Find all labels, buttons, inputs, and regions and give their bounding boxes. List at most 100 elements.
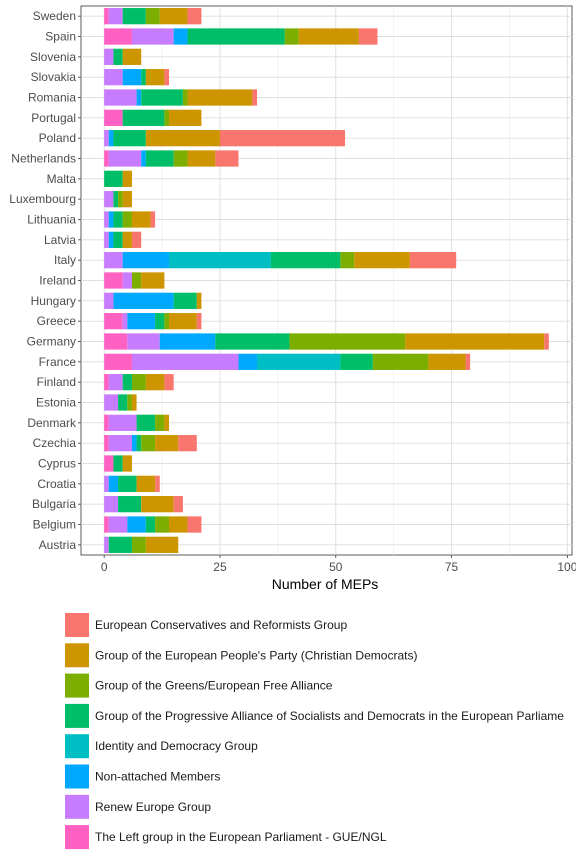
bar-segment: [104, 516, 109, 533]
bar-segment: [159, 8, 188, 25]
bar-segment: [104, 475, 109, 492]
bar-segment: [104, 252, 123, 269]
y-tick-label: Greece: [37, 314, 77, 328]
legend: European Conservatives and Reformists Gr…: [65, 613, 564, 850]
bar-segment: [169, 252, 271, 269]
y-tick-label: Latvia: [44, 233, 76, 247]
legend-key: [65, 764, 89, 789]
y-tick-label: Estonia: [36, 396, 76, 410]
bar-segment: [284, 28, 299, 45]
bar-segment: [118, 191, 123, 208]
y-tick-label: Czechia: [33, 436, 77, 450]
bar-segment: [131, 211, 151, 228]
bar-segment: [187, 150, 216, 167]
bar-segment: [104, 191, 114, 208]
bar-segment: [257, 353, 341, 370]
bar-segment: [173, 150, 188, 167]
bar-segment: [104, 333, 128, 350]
legend-key: [65, 643, 89, 668]
legend-label: Renew Europe Group: [95, 800, 211, 814]
bar-segment: [108, 516, 128, 533]
bar-segment: [104, 394, 119, 411]
y-tick-label: Lithuania: [27, 213, 76, 227]
bar-segment: [108, 374, 123, 391]
bar-segment: [113, 191, 119, 208]
y-tick-label: Slovakia: [31, 70, 77, 84]
bar-segment: [108, 475, 119, 492]
bar-segment: [131, 394, 137, 411]
bar-segment: [169, 516, 188, 533]
bar-segment: [104, 292, 114, 309]
bar-segment: [104, 435, 109, 452]
bar-segment: [118, 394, 128, 411]
bar-segment: [104, 89, 137, 106]
bar-segment: [141, 69, 146, 86]
bar-segment: [122, 211, 132, 228]
bar-segment: [215, 333, 290, 350]
bar-segment: [122, 8, 146, 25]
y-tick-label: Austria: [39, 538, 77, 552]
bar-segment: [104, 48, 114, 65]
bar-segment: [340, 252, 355, 269]
x-tick-label: 0: [101, 560, 108, 574]
bars: [104, 8, 549, 553]
bar-segment: [104, 150, 109, 167]
bar-segment: [122, 170, 132, 187]
bar-segment: [122, 313, 128, 330]
y-tick-label: Poland: [39, 131, 76, 145]
bar-segment: [131, 28, 174, 45]
y-tick-label: Netherlands: [11, 152, 76, 166]
bar-segment: [289, 333, 406, 350]
bar-segment: [155, 516, 170, 533]
bar-segment: [104, 272, 123, 289]
bar-segment: [215, 150, 239, 167]
bar-segment: [155, 414, 165, 431]
bar-segment: [104, 353, 132, 370]
bar-segment: [164, 374, 174, 391]
bar-segment: [131, 374, 146, 391]
bar-segment: [131, 272, 142, 289]
bar-segment: [136, 475, 156, 492]
bar-segment: [104, 8, 109, 25]
x-axis-tick-labels: 0 25 50 75 100: [101, 555, 576, 574]
bar-segment: [145, 8, 160, 25]
bar-segment: [113, 455, 123, 472]
legend-label: Identity and Democracy Group: [95, 739, 258, 753]
bar-segment: [104, 455, 114, 472]
bar-segment: [187, 28, 285, 45]
x-tick-label: 25: [213, 560, 227, 574]
y-tick-label: Malta: [47, 172, 77, 186]
bar-segment: [372, 353, 429, 370]
bar-segment: [113, 292, 174, 309]
legend-label: European Conservatives and Reformists Gr…: [95, 618, 347, 632]
bar-segment: [108, 150, 142, 167]
bar-segment: [141, 496, 174, 513]
bar-segment: [108, 231, 114, 248]
bar-segment: [145, 150, 174, 167]
bar-segment: [164, 109, 170, 126]
bar-segment: [122, 48, 142, 65]
bar-segment: [131, 231, 142, 248]
bar-segment: [122, 272, 132, 289]
y-tick-label: Bulgaria: [32, 497, 76, 511]
bar-segment: [155, 313, 165, 330]
bar-segment: [164, 69, 170, 86]
bar-segment: [122, 455, 132, 472]
bar-segment: [127, 516, 146, 533]
bar-segment: [104, 28, 132, 45]
y-tick-label: Romania: [28, 91, 76, 105]
bar-segment: [104, 69, 123, 86]
bar-segment: [187, 8, 202, 25]
bar-segment: [118, 475, 137, 492]
bar-segment: [104, 414, 109, 431]
legend-label: The Left group in the European Parliamen…: [95, 830, 387, 844]
bar-segment: [354, 252, 410, 269]
bar-segment: [127, 333, 160, 350]
bar-segment: [159, 333, 216, 350]
bar-segment: [155, 475, 160, 492]
bar-segment: [340, 353, 373, 370]
bar-segment: [104, 496, 119, 513]
bar-segment: [145, 536, 179, 553]
bar-segment: [141, 272, 165, 289]
